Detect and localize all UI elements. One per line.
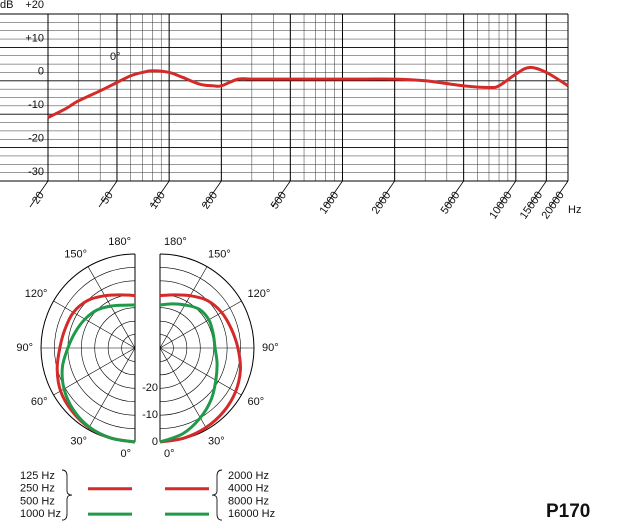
tick-mark <box>497 180 517 208</box>
tick-mark <box>445 180 464 208</box>
tick-mark <box>324 180 343 208</box>
radial-tick-label: 0 <box>152 436 158 448</box>
polar-spoke <box>159 300 242 349</box>
angle-label: 60° <box>31 396 48 408</box>
y-tick-label: +20 <box>25 0 44 11</box>
angle-label: 30° <box>70 435 87 447</box>
tick-mark <box>150 180 170 208</box>
angle-label: 150° <box>208 248 231 260</box>
polar-spoke <box>159 266 208 349</box>
tick-mark <box>271 180 291 208</box>
angle-label: 120° <box>25 288 48 300</box>
legend-label: 4000 Hz <box>228 483 269 495</box>
angle-label: 30° <box>208 435 225 447</box>
legend-label: 2000 Hz <box>228 470 269 482</box>
polar-curve <box>159 293 242 444</box>
polar-spoke <box>159 347 208 430</box>
y-tick-label: 0 <box>38 66 44 78</box>
y-tick-label: -20 <box>28 133 44 145</box>
polar-spoke <box>53 347 136 396</box>
polar-spoke <box>87 347 136 430</box>
x-tick-label: 50 <box>99 190 116 207</box>
angle-label: 150° <box>64 248 87 260</box>
legend-label: 16000 Hz <box>228 508 275 520</box>
angle-label: 90° <box>262 342 279 354</box>
angle-label: 180° <box>108 236 131 248</box>
legend-brace <box>211 469 223 521</box>
tick-mark <box>376 180 395 208</box>
angle-label: 0° <box>120 448 131 460</box>
tick-mark <box>29 180 49 208</box>
polar-curve <box>60 303 136 444</box>
radial-tick-label: -20 <box>142 382 158 394</box>
legend-brace <box>61 469 73 521</box>
angle-label: 0° <box>164 448 175 460</box>
legend-label: 8000 Hz <box>228 495 269 507</box>
tick-mark <box>203 180 222 208</box>
angle-label: 90° <box>16 342 33 354</box>
tick-mark <box>549 180 569 208</box>
x-axis-label: Hz <box>568 204 581 216</box>
legend-label: 250 Hz <box>20 483 55 495</box>
tick-mark <box>98 180 118 208</box>
y-axis-label: dB <box>0 0 13 11</box>
model-name: P170 <box>546 501 590 522</box>
polar-spoke <box>53 300 136 349</box>
radial-tick-label: -10 <box>142 409 158 421</box>
response-curve <box>47 65 569 119</box>
legend-label: 1000 Hz <box>20 508 61 520</box>
y-tick-label: -30 <box>28 166 44 178</box>
legend-label: 125 Hz <box>20 470 55 482</box>
legend-label: 500 Hz <box>20 495 55 507</box>
polar-curve <box>159 302 219 444</box>
angle-label: 60° <box>248 396 265 408</box>
x-tick-label: 20 <box>30 190 47 207</box>
angle-label: 120° <box>248 288 271 300</box>
y-tick-label: -10 <box>28 99 44 111</box>
polar-spoke <box>159 347 242 396</box>
angle-label: 180° <box>164 236 187 248</box>
annotation: 0° <box>110 51 121 63</box>
y-tick-label: +10 <box>25 32 44 44</box>
tick-mark <box>528 180 547 208</box>
